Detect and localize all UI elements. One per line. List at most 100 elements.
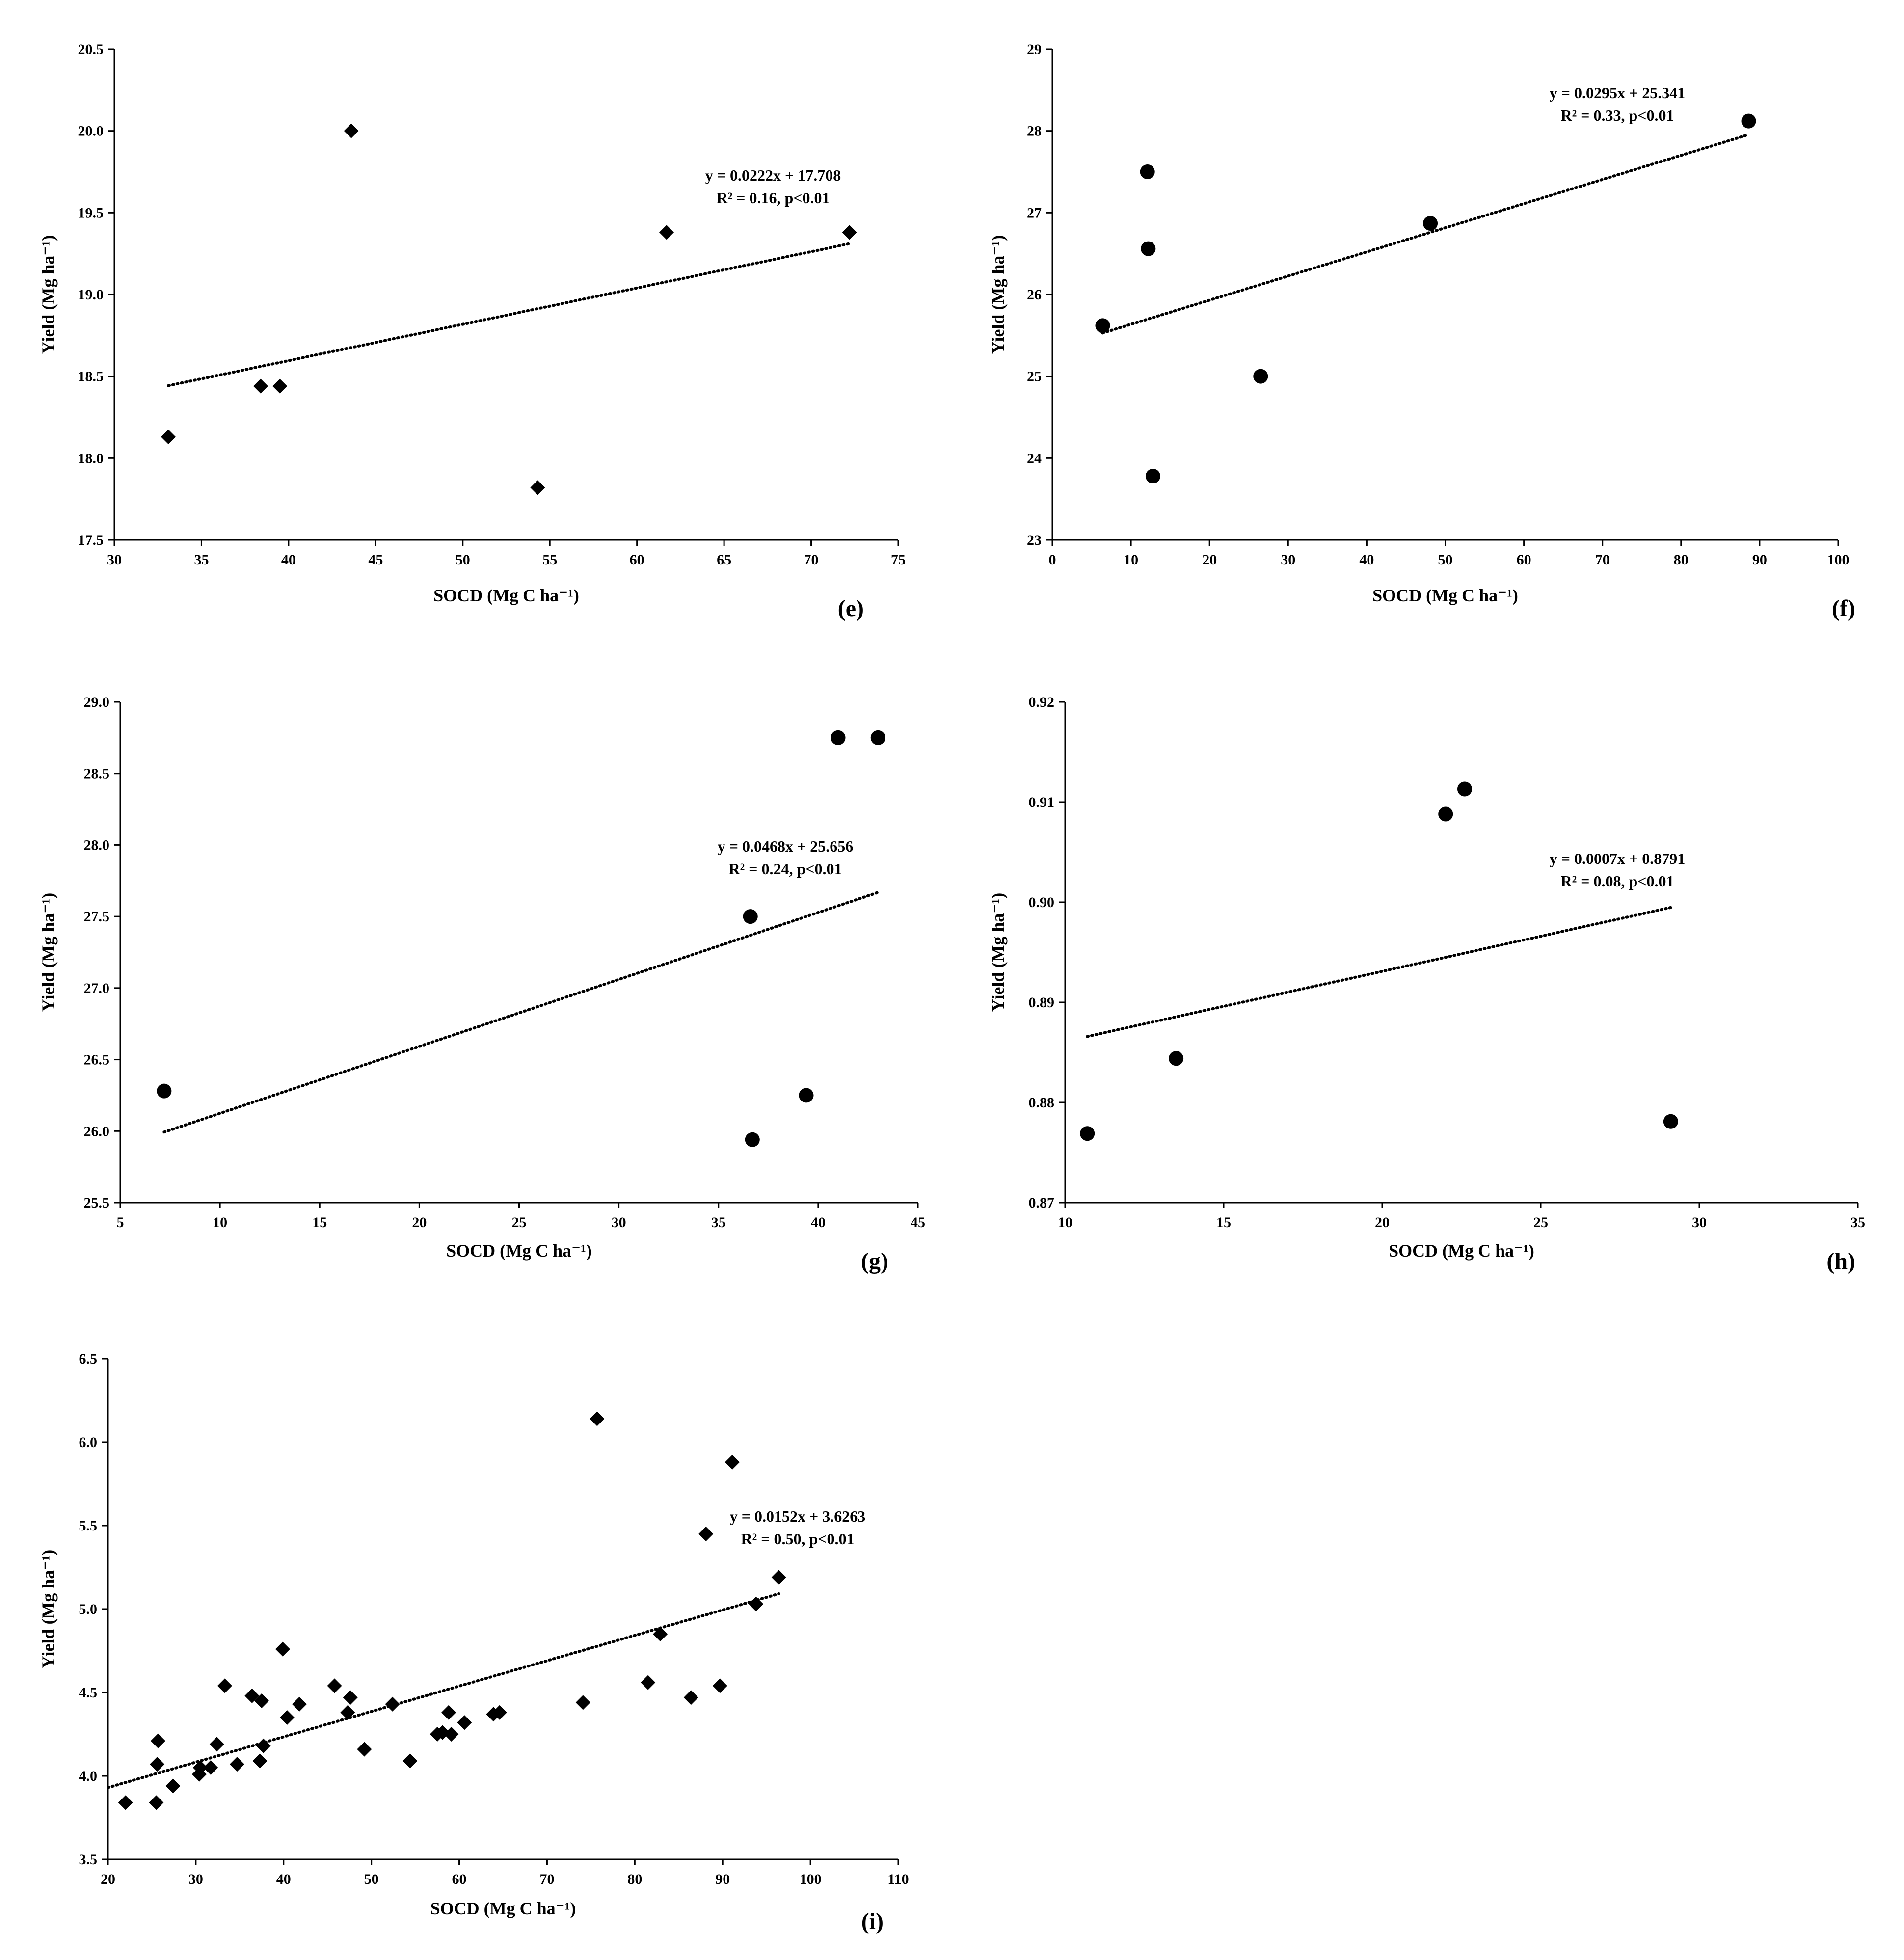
data-point xyxy=(327,1678,342,1693)
data-point xyxy=(799,1088,814,1103)
y-tick-label: 18.0 xyxy=(78,450,104,466)
data-point xyxy=(457,1715,472,1730)
x-tick-label: 20 xyxy=(1202,552,1217,568)
data-point xyxy=(343,1690,358,1705)
y-tick-label: 4.5 xyxy=(79,1685,98,1701)
x-tick-label: 80 xyxy=(627,1871,642,1887)
r-squared-label: R² = 0.08, p<0.01 xyxy=(1561,872,1674,890)
x-tick-label: 5 xyxy=(117,1214,124,1231)
y-tick-label: 27.0 xyxy=(84,980,110,996)
trendline xyxy=(162,891,880,1134)
data-point xyxy=(1253,369,1268,384)
y-tick-label: 28 xyxy=(1027,123,1042,139)
data-point xyxy=(203,1760,218,1775)
data-point xyxy=(229,1757,244,1772)
x-tick-label: 60 xyxy=(1517,552,1531,568)
x-axis-title: SOCD (Mg C ha⁻¹) xyxy=(446,1241,592,1261)
y-tick-label: 29.0 xyxy=(84,694,110,710)
regression-equation: y = 0.0295x + 25.341 xyxy=(1550,84,1685,102)
y-tick-label: 26.0 xyxy=(84,1123,110,1139)
data-point xyxy=(831,730,846,745)
regression-equation: y = 0.0468x + 25.656 xyxy=(718,837,853,855)
y-tick-label: 20.5 xyxy=(78,41,104,57)
data-point xyxy=(1457,781,1472,797)
y-axis-title: Yield (Mg ha⁻¹) xyxy=(988,893,1008,1012)
y-tick-label: 6.0 xyxy=(79,1434,98,1450)
x-tick-label: 0 xyxy=(1049,552,1056,568)
panel-label: (h) xyxy=(1826,1248,1855,1274)
x-tick-label: 35 xyxy=(711,1214,726,1231)
x-tick-label: 70 xyxy=(539,1871,554,1887)
x-tick-label: 90 xyxy=(715,1871,730,1887)
y-tick-label: 26.5 xyxy=(84,1052,110,1068)
panel-i-chart: 20 30 40 50 60 70 80 90 100 110 3.5 4.0 4.5 5.0 5.5 6.0… xyxy=(38,1351,909,1934)
y-tick-label: 0.91 xyxy=(1029,794,1055,810)
data-point xyxy=(385,1696,400,1712)
y-tick-label: 26 xyxy=(1027,287,1042,303)
x-tick-label: 10 xyxy=(213,1214,227,1231)
data-point xyxy=(1438,806,1453,822)
data-point xyxy=(149,1795,164,1810)
panel-label: (g) xyxy=(861,1248,888,1274)
y-tick-label: 19.5 xyxy=(78,205,104,221)
panel-h-chart: 10 15 20 25 30 35 0.87 0.88 0.89 0.90 0.91 0.92 SOCD… xyxy=(988,694,1865,1274)
data-point xyxy=(441,1705,456,1720)
x-tick-label: 50 xyxy=(364,1871,379,1887)
x-axis-title: SOCD (Mg C ha⁻¹) xyxy=(433,586,579,605)
x-axis-title: SOCD (Mg C ha⁻¹) xyxy=(1372,586,1518,605)
y-tick-label: 0.88 xyxy=(1029,1095,1055,1111)
x-tick-label: 35 xyxy=(1850,1214,1865,1231)
x-tick-label: 15 xyxy=(1216,1214,1231,1231)
data-point xyxy=(150,1733,165,1748)
y-tick-label: 17.5 xyxy=(78,532,104,548)
y-tick-label: 19.0 xyxy=(78,287,104,303)
y-tick-label: 0.89 xyxy=(1029,994,1055,1011)
x-tick-label: 30 xyxy=(1692,1214,1707,1231)
x-tick-label: 30 xyxy=(107,552,122,568)
x-tick-label: 35 xyxy=(194,552,209,568)
data-point xyxy=(659,225,674,240)
x-tick-label: 60 xyxy=(630,552,644,568)
x-tick-label: 60 xyxy=(452,1871,467,1887)
data-point xyxy=(252,1753,268,1769)
y-tick-label: 0.92 xyxy=(1029,694,1055,710)
x-tick-label: 100 xyxy=(1827,552,1850,568)
x-tick-label: 25 xyxy=(512,1214,527,1231)
data-point xyxy=(192,1760,208,1775)
data-point xyxy=(217,1678,232,1693)
r-squared-label: R² = 0.50, p<0.01 xyxy=(741,1530,855,1548)
data-point xyxy=(870,730,885,745)
data-point xyxy=(253,378,268,394)
x-tick-label: 40 xyxy=(1359,552,1374,568)
trendline xyxy=(1086,906,1672,1038)
r-squared-label: R² = 0.33, p<0.01 xyxy=(1561,107,1674,124)
x-tick-label: 70 xyxy=(1595,552,1610,568)
y-tick-label: 25 xyxy=(1027,369,1042,385)
data-point xyxy=(749,1596,764,1611)
data-point xyxy=(1080,1126,1095,1141)
trendline xyxy=(107,1592,780,1789)
x-tick-label: 20 xyxy=(101,1871,115,1887)
data-point xyxy=(1741,113,1756,129)
x-tick-label: 25 xyxy=(1533,1214,1548,1231)
data-point xyxy=(1140,164,1155,179)
x-tick-label: 100 xyxy=(800,1871,822,1887)
regression-equation: y = 0.0222x + 17.708 xyxy=(705,166,841,184)
data-point xyxy=(272,378,288,394)
data-point xyxy=(1145,469,1160,483)
y-tick-label: 0.90 xyxy=(1029,894,1055,911)
x-tick-label: 15 xyxy=(312,1214,327,1231)
data-point xyxy=(254,1693,269,1708)
data-point xyxy=(402,1753,418,1769)
data-point xyxy=(157,1083,172,1099)
data-point xyxy=(150,1757,165,1772)
x-axis-title: SOCD (Mg C ha⁻¹) xyxy=(1389,1241,1534,1261)
y-tick-label: 25.5 xyxy=(84,1195,110,1211)
data-point xyxy=(724,1454,740,1470)
x-tick-label: 90 xyxy=(1752,552,1767,568)
data-point xyxy=(1095,318,1110,333)
r-squared-label: R² = 0.16, p<0.01 xyxy=(717,189,830,207)
x-tick-label: 10 xyxy=(1124,552,1138,568)
x-tick-label: 40 xyxy=(276,1871,291,1887)
y-tick-label: 27 xyxy=(1027,205,1042,221)
